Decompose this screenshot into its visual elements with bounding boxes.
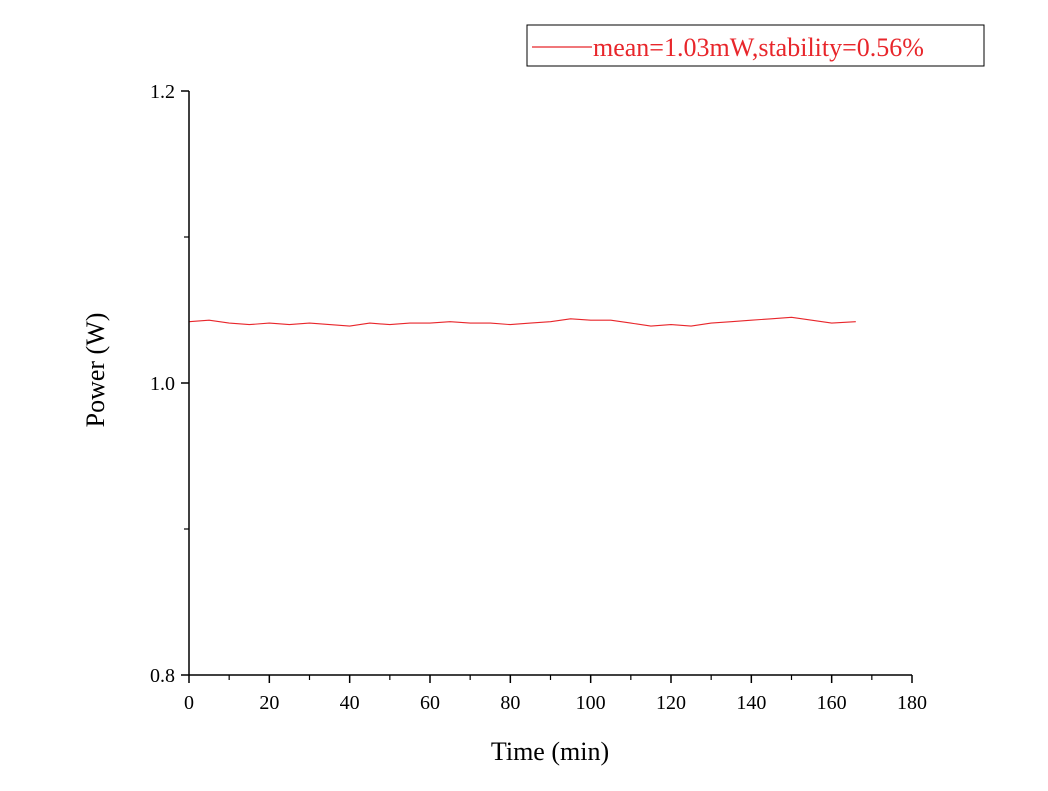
legend-box: [526, 24, 985, 67]
y-tick-label: 0.8: [150, 665, 175, 687]
x-tick-label: 100: [576, 692, 606, 714]
x-tick-label: 140: [736, 692, 766, 714]
x-ticks: 0 20 40 60 80 100 120 140 160 180: [184, 675, 927, 714]
x-tick-label: 80: [500, 692, 520, 714]
x-tick-label: 120: [656, 692, 686, 714]
legend: mean=1.03mW,stability=0.56%: [526, 24, 985, 67]
y-ticks: 0.8 1.0 1.2: [150, 81, 189, 687]
y-axis-title: Power (W): [81, 313, 110, 428]
y-tick-label: 1.0: [150, 373, 175, 395]
series-line: [188, 316, 856, 327]
axes: [188, 91, 912, 676]
x-tick-label: 180: [897, 692, 927, 714]
x-tick-label: 40: [340, 692, 360, 714]
x-axis-title: Time (min): [491, 737, 609, 766]
y-tick-label: 1.2: [150, 81, 175, 103]
x-tick-label: 20: [259, 692, 279, 714]
legend-label: mean=1.03mW,stability=0.56%: [593, 33, 924, 62]
x-tick-label: 160: [817, 692, 847, 714]
x-tick-label: 0: [184, 692, 194, 714]
x-tick-label: 60: [420, 692, 440, 714]
series-group: [188, 316, 856, 327]
